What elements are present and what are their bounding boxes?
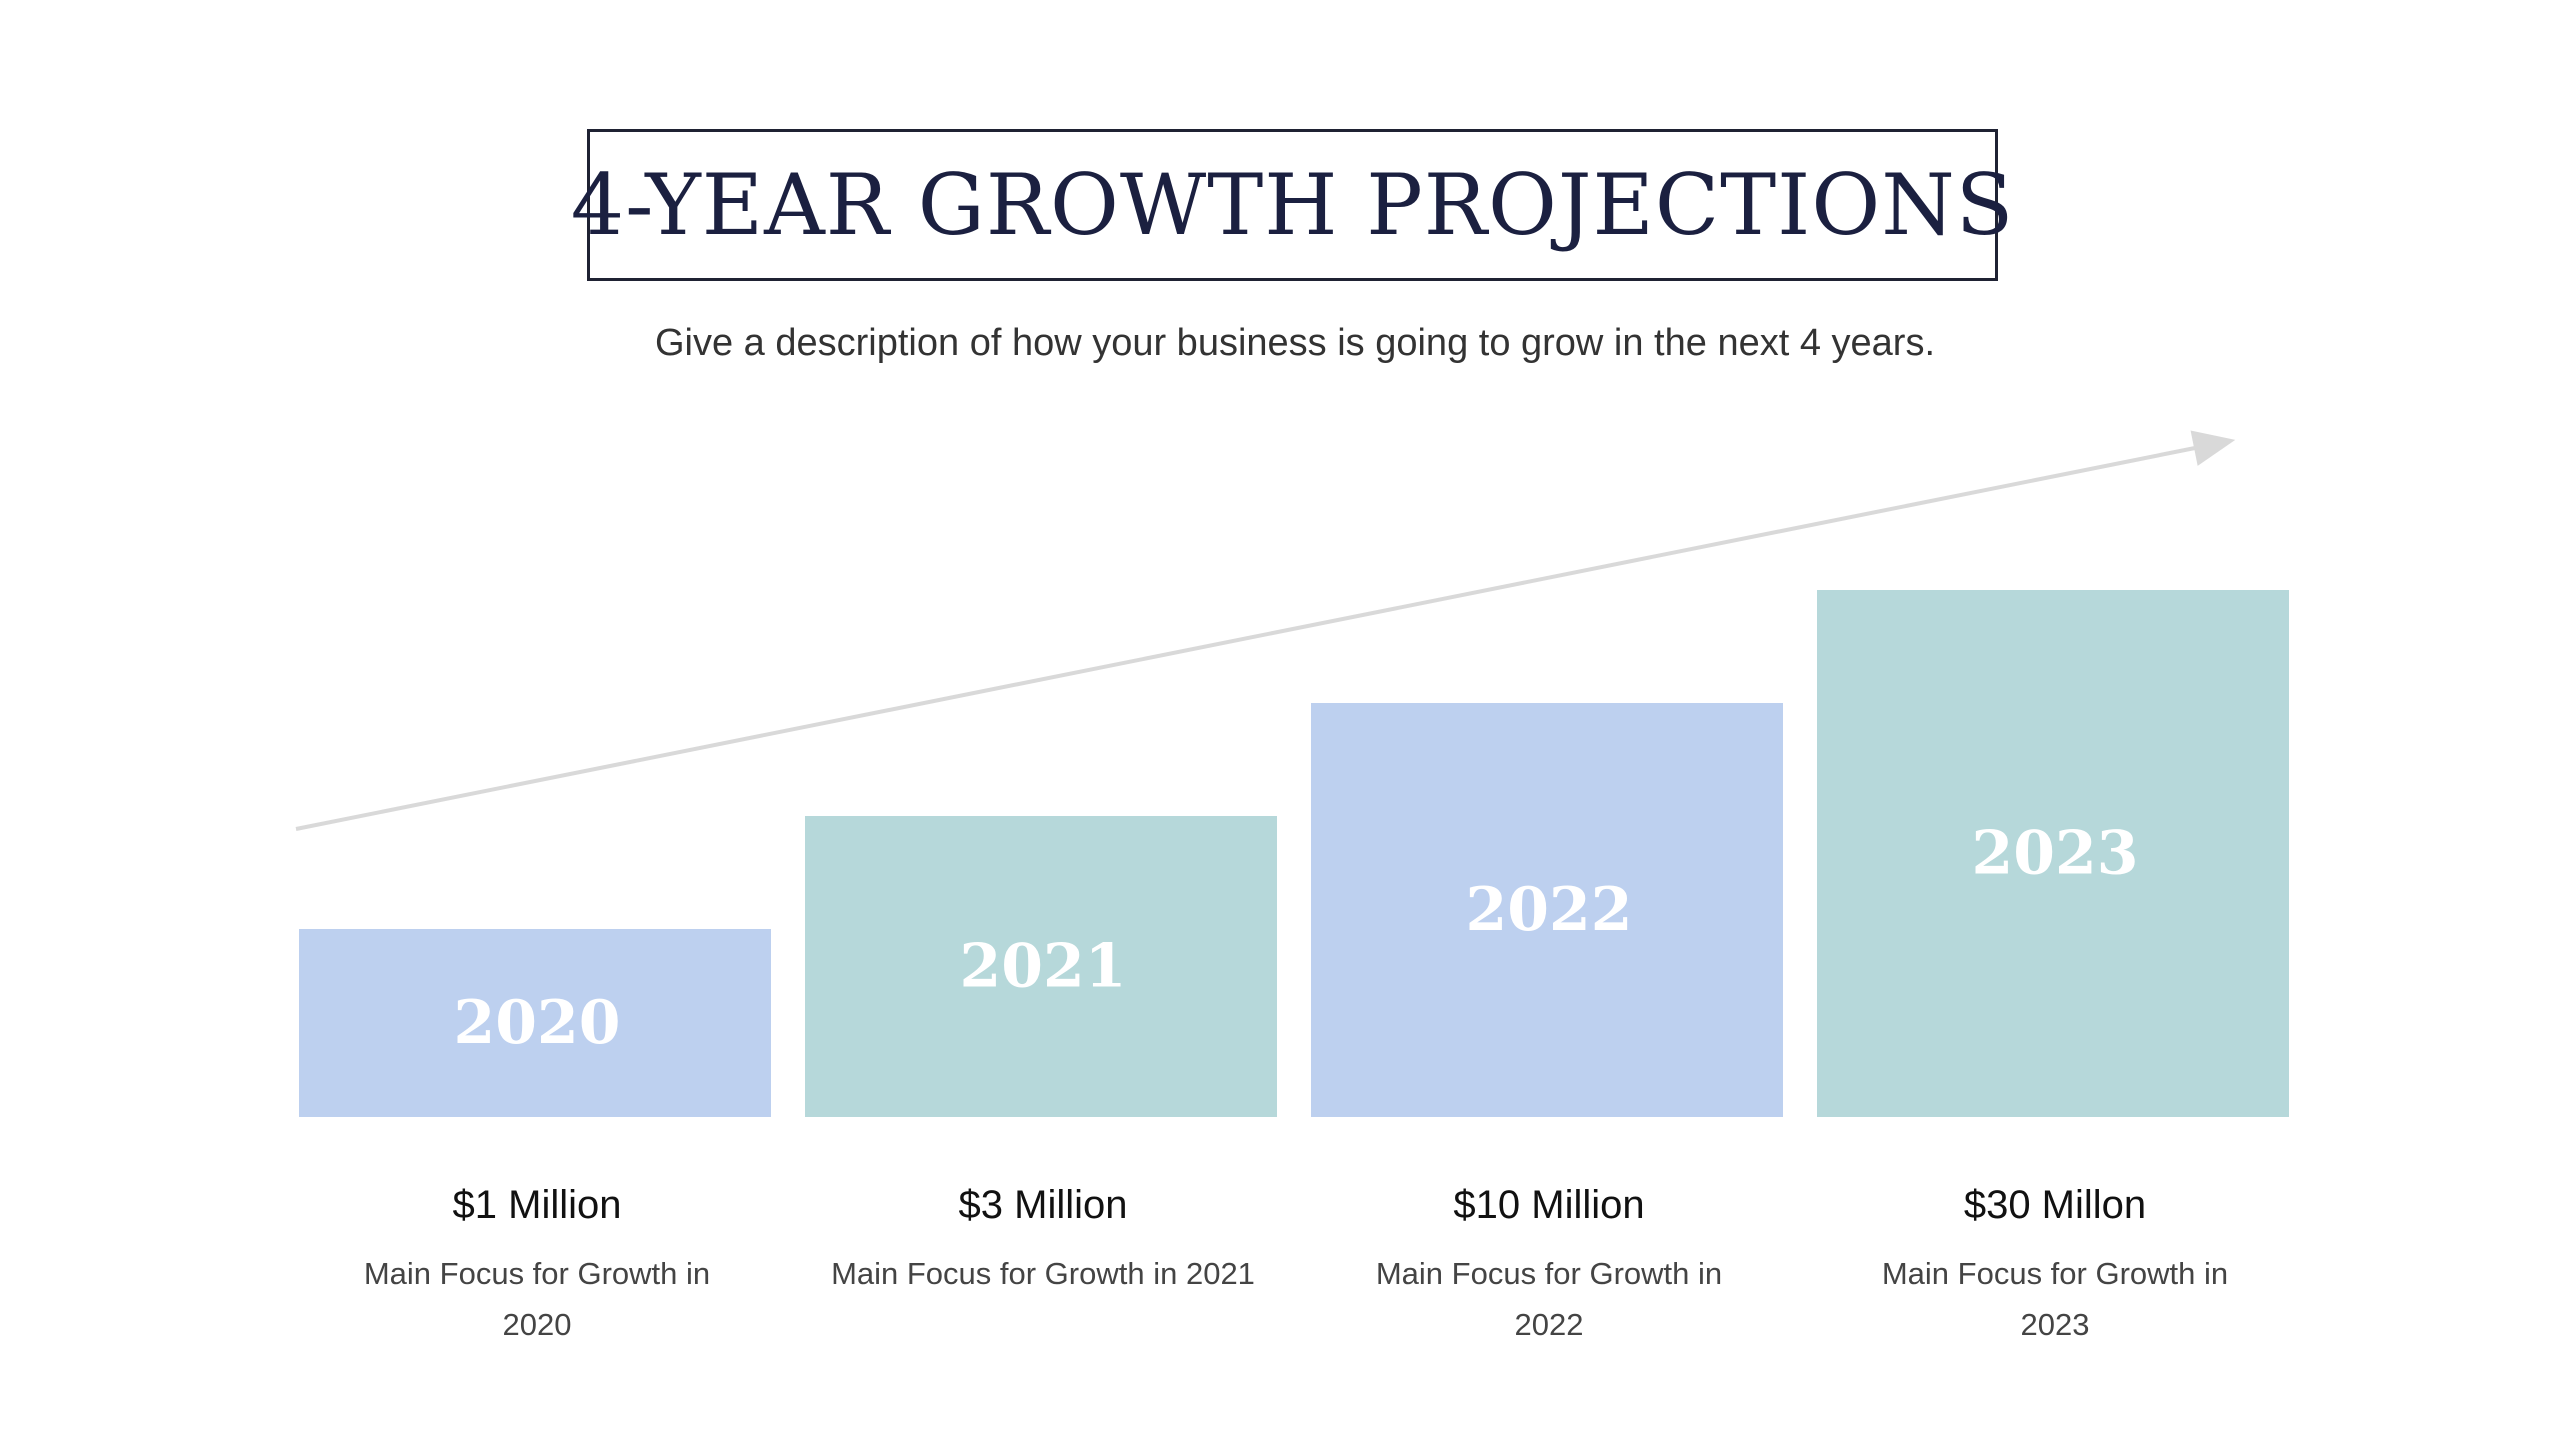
bar-2021 <box>805 816 1277 1117</box>
value-label: $30 Millon <box>1964 1183 2146 1227</box>
value-label: $1 Million <box>453 1183 622 1227</box>
description-label: 2022 <box>1515 1307 1584 1342</box>
value-label: $3 Million <box>959 1183 1128 1227</box>
description-label: 2020 <box>503 1307 572 1342</box>
bar-2022 <box>1311 703 1783 1117</box>
description-label: Main Focus for Growth in <box>364 1256 710 1291</box>
trend-arrow-line <box>295 445 2201 831</box>
bar-2020 <box>299 929 771 1117</box>
description-label: Main Focus for Growth in <box>1882 1256 2228 1291</box>
title-box: 4-YEAR GROWTH PROJECTIONS <box>571 129 2013 281</box>
bar-year-label: 2022 <box>1466 875 1633 945</box>
trend-arrow-head <box>2190 430 2236 466</box>
labels-group: 2020 $1 Million Main Focus for Growth in 20… <box>364 819 2228 1343</box>
bar-year-label: 2020 <box>454 988 621 1058</box>
description-label: 2023 <box>2021 1307 2090 1342</box>
description-label: Main Focus for Growth in 2021 <box>831 1256 1255 1291</box>
bar-2023 <box>1817 590 2289 1117</box>
trend-arrow <box>295 430 2236 831</box>
page-subtitle: Give a description of how your business … <box>654 322 1935 364</box>
page-title: 4-YEAR GROWTH PROJECTIONS <box>570 156 2015 254</box>
description-label: Main Focus for Growth in <box>1376 1256 1722 1291</box>
value-label: $10 Million <box>1453 1183 1644 1227</box>
bars-group <box>299 590 2289 1117</box>
bar-year-label: 2021 <box>960 932 1127 1002</box>
bar-year-label: 2023 <box>1972 819 2139 889</box>
